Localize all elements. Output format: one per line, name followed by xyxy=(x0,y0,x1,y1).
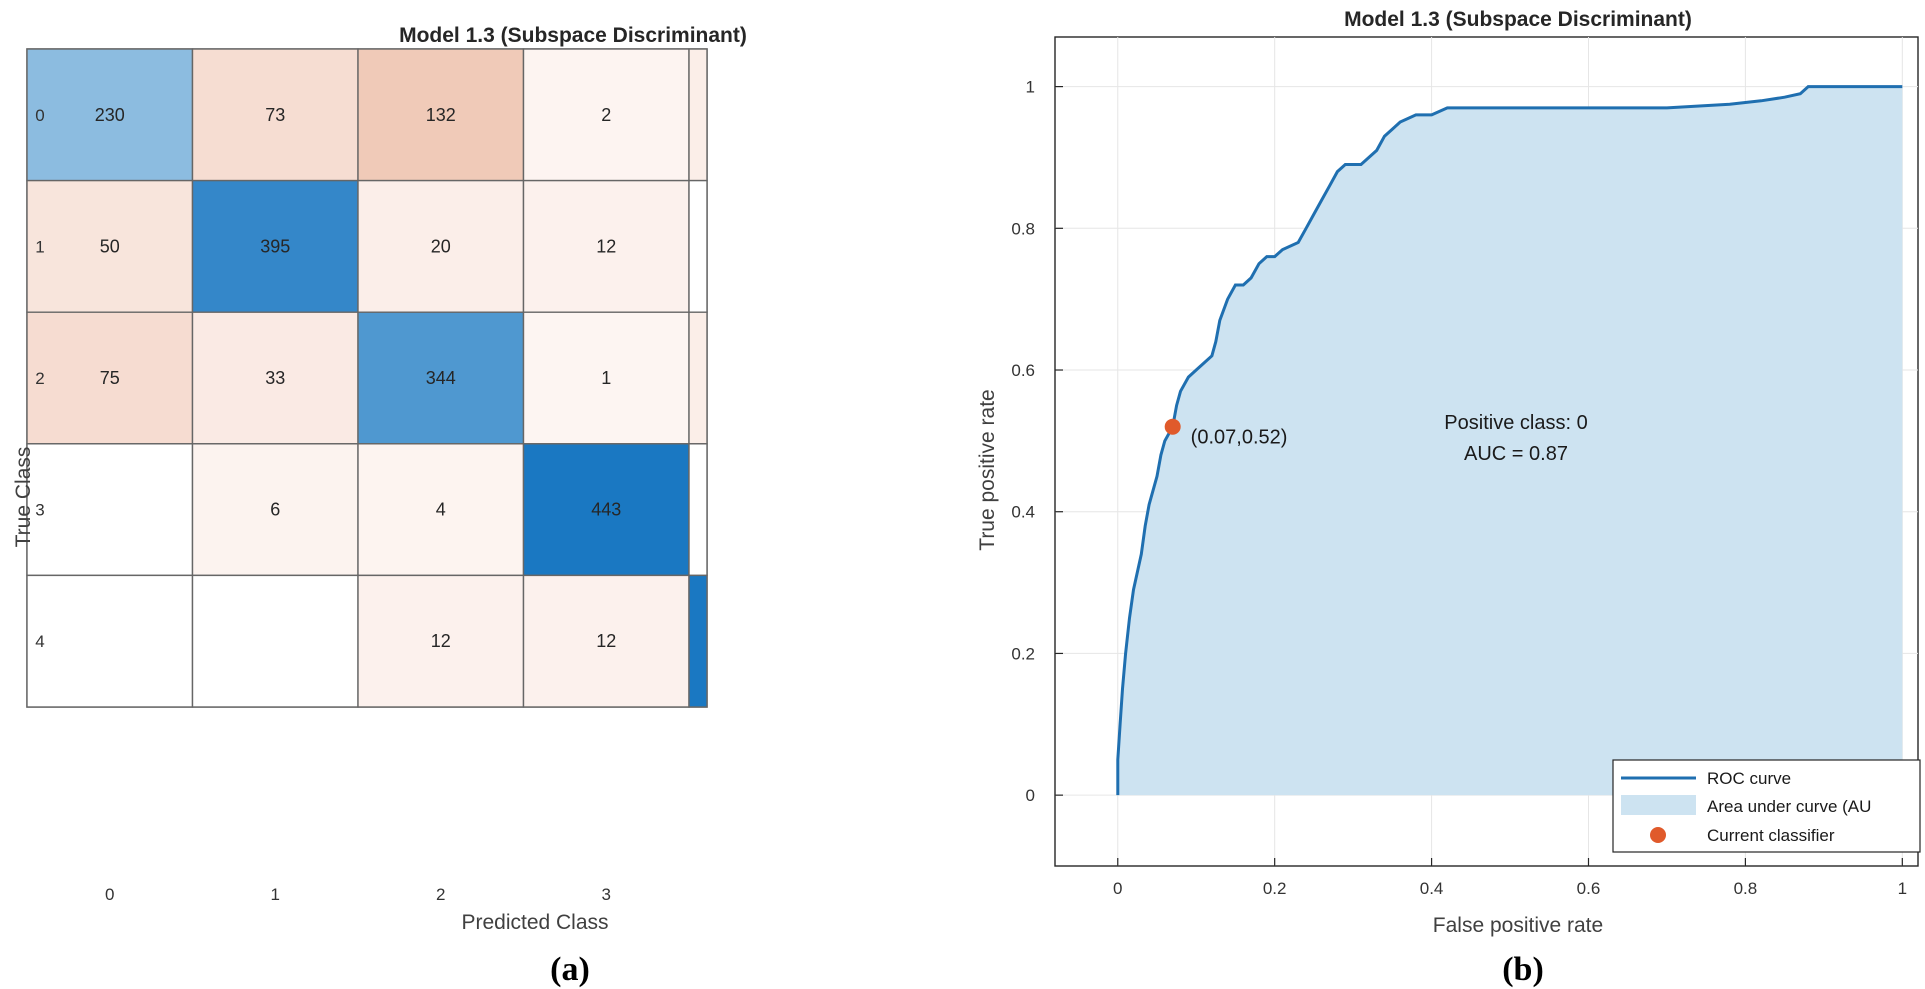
true-class-label: True Class xyxy=(12,447,35,548)
confusion-cell-label: 50 xyxy=(100,236,120,256)
confusion-cell-cropped xyxy=(688,179,708,313)
roc-title: Model 1.3 (Subspace Discriminant) xyxy=(1344,8,1692,31)
confusion-cell-label: 4 xyxy=(436,500,446,520)
confusion-cell xyxy=(522,443,690,577)
confusion-cell-label: 443 xyxy=(591,500,621,520)
predicted-class-label: Predicted Class xyxy=(461,911,608,934)
confusion-cell-label: 12 xyxy=(431,631,451,651)
legend-marker-label: Current classifier xyxy=(1707,826,1835,845)
roc-x-tick: 0.8 xyxy=(1734,879,1758,898)
confusion-cell xyxy=(26,443,194,577)
confusion-cell-label: 75 xyxy=(100,368,120,388)
confusion-cell-label: 395 xyxy=(260,236,290,256)
confusion-cell xyxy=(357,443,525,577)
confusion-cell xyxy=(357,48,525,182)
roc-x-tick: 0.6 xyxy=(1577,879,1601,898)
confusion-matrix-cells xyxy=(26,48,708,708)
roc-y-tick: 0.4 xyxy=(1011,503,1035,522)
confusion-y-tick: 1 xyxy=(35,237,44,256)
roc-y-tick: 1 xyxy=(1026,78,1035,97)
confusion-cell xyxy=(26,311,194,445)
confusion-cell-label: 1 xyxy=(601,368,611,388)
confusion-cell xyxy=(191,574,359,708)
legend-area-label: Area under curve (AU xyxy=(1707,797,1871,816)
confusion-cell xyxy=(522,574,690,708)
confusion-cell xyxy=(522,48,690,182)
confusion-x-tick: 3 xyxy=(602,885,611,904)
true-positive-rate-label: True positive rate xyxy=(976,389,999,550)
roc-y-tick: 0 xyxy=(1026,786,1035,805)
current-classifier-label: (0.07,0.52) xyxy=(1191,427,1288,449)
confusion-matrix-y-ticks: 0 1 2 3 4 xyxy=(35,106,44,651)
confusion-cell xyxy=(357,311,525,445)
confusion-y-tick: 2 xyxy=(35,369,44,388)
legend-roc-label: ROC curve xyxy=(1707,769,1791,788)
roc-y-ticks: 0 0.2 0.4 0.6 0.8 1 xyxy=(1011,78,1035,806)
roc-y-tick: 0.8 xyxy=(1011,219,1035,238)
legend-marker-swatch xyxy=(1650,827,1666,843)
current-classifier-marker xyxy=(1164,418,1181,435)
confusion-matrix-x-ticks: 0 1 2 3 xyxy=(105,885,611,904)
roc-y-tick: 0.6 xyxy=(1011,361,1035,380)
confusion-cell-label: 12 xyxy=(596,631,616,651)
confusion-cell xyxy=(357,574,525,708)
confusion-cell xyxy=(357,179,525,313)
confusion-cell-label: 73 xyxy=(265,105,285,125)
confusion-cell xyxy=(191,48,359,182)
confusion-cell-label: 344 xyxy=(426,368,456,388)
roc-legend: ROC curve Area under curve (AU Current c… xyxy=(1612,759,1921,853)
positive-class-annotation: Positive class: 0 xyxy=(1444,412,1587,434)
confusion-cell-cropped xyxy=(688,443,708,577)
confusion-cell xyxy=(191,179,359,313)
confusion-cell xyxy=(522,179,690,313)
confusion-cell xyxy=(522,311,690,445)
confusion-cell-label: 12 xyxy=(596,236,616,256)
roc-x-tick: 0.4 xyxy=(1420,879,1444,898)
roc-x-tick: 0.2 xyxy=(1263,879,1287,898)
confusion-x-tick: 0 xyxy=(105,885,114,904)
roc-area-under-curve xyxy=(1117,86,1903,796)
confusion-cell xyxy=(191,443,359,577)
confusion-matrix-title: Model 1.3 (Subspace Discriminant) xyxy=(399,24,747,47)
confusion-cell xyxy=(26,574,194,708)
confusion-cell-label: 230 xyxy=(95,105,125,125)
confusion-y-tick: 3 xyxy=(35,501,44,520)
confusion-cell-cropped xyxy=(688,311,708,445)
confusion-cell xyxy=(26,48,194,182)
confusion-cell-label: 33 xyxy=(265,368,285,388)
confusion-cell-label: 6 xyxy=(270,500,280,520)
roc-x-tick: 0 xyxy=(1113,879,1122,898)
confusion-cell-label: 2 xyxy=(601,105,611,125)
confusion-matrix-chart: Model 1.3 (Subspace Discriminant) 230 73 1… xyxy=(12,24,747,934)
legend-area-swatch xyxy=(1621,795,1696,815)
false-positive-rate-label: False positive rate xyxy=(1433,914,1603,937)
confusion-cell-label: 132 xyxy=(426,105,456,125)
confusion-x-tick: 2 xyxy=(436,885,445,904)
roc-curve-line xyxy=(1116,85,1903,796)
confusion-cell-label: 20 xyxy=(431,236,451,256)
confusion-y-tick: 4 xyxy=(35,632,44,651)
confusion-cell xyxy=(191,311,359,445)
confusion-y-tick: 0 xyxy=(35,106,44,125)
auc-annotation: AUC = 0.87 xyxy=(1464,443,1568,465)
confusion-cell-cropped xyxy=(688,574,708,708)
roc-y-tick: 0.2 xyxy=(1011,644,1035,663)
confusion-x-tick: 1 xyxy=(271,885,280,904)
roc-chart: Model 1.3 (Subspace Discriminant) (0.07,… xyxy=(976,8,1921,937)
caption-a: (a) xyxy=(550,951,590,988)
caption-b: (b) xyxy=(1502,951,1544,988)
confusion-cell-cropped xyxy=(688,48,708,182)
roc-x-ticks: 0 0.2 0.4 0.6 0.8 1 xyxy=(1113,879,1907,898)
confusion-matrix-cell-labels: 230 73 132 2 50 395 20 12 75 33 344 1 6 4 443 12 12 xyxy=(95,105,622,651)
roc-x-tick: 1 xyxy=(1898,879,1907,898)
